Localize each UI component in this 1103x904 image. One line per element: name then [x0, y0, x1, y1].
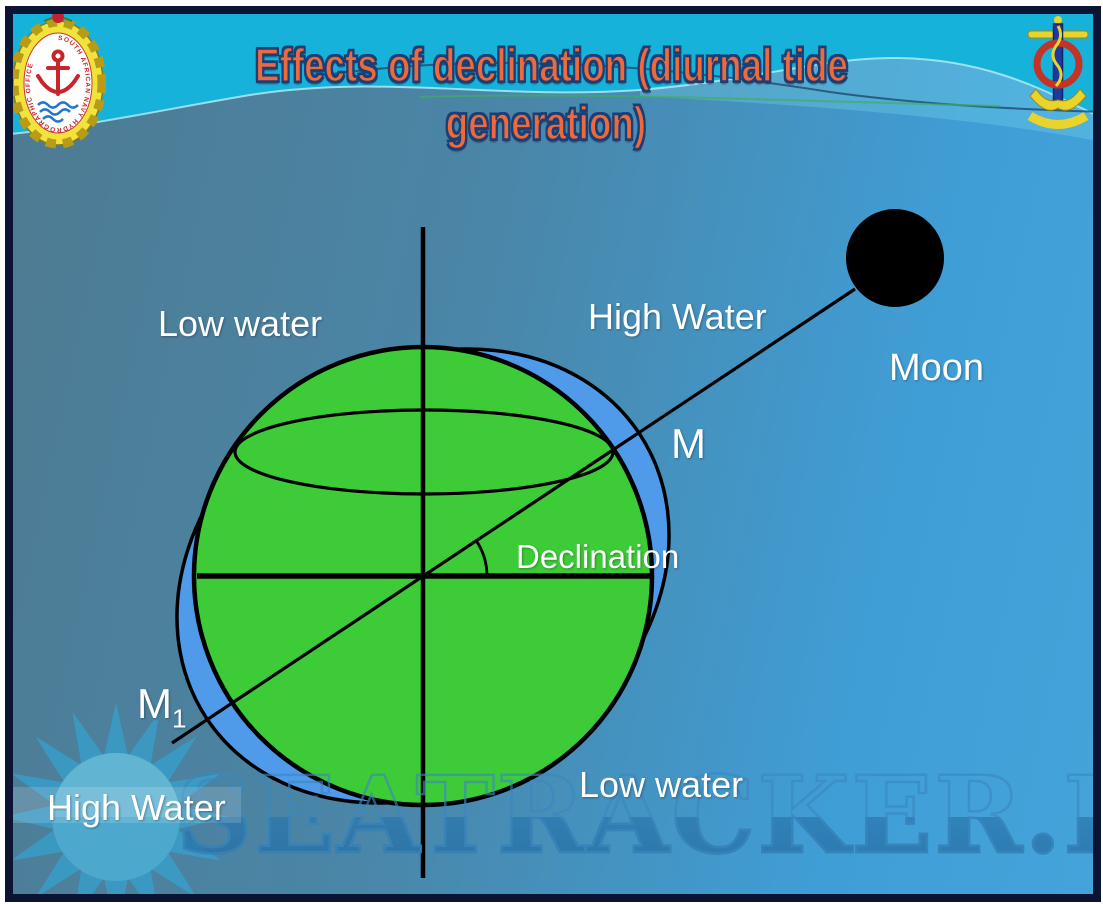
label-point-m1-subscript: 1	[172, 703, 187, 734]
header-dark-curve	[309, 61, 1093, 113]
label-point-m: M	[671, 420, 706, 467]
anchor-flukes	[1029, 88, 1087, 111]
protea-flower-icon	[43, 14, 73, 23]
sunburst-icon	[13, 703, 230, 894]
declination-angle-arc	[475, 540, 489, 577]
anchor-icon	[36, 49, 80, 96]
label-declination: Declination	[516, 538, 680, 575]
watermark-text: SEATRACKER.RU	[175, 751, 1093, 879]
label-moon: Moon	[889, 347, 985, 389]
header-band-shape	[13, 14, 1093, 134]
chain-ring	[13, 17, 106, 149]
label-high-water-bottom: High Water	[47, 787, 226, 828]
slide-title-line1: Effects of declination (diurnal tide	[254, 38, 848, 92]
moon-circle	[846, 209, 944, 307]
chain-overlay	[1051, 25, 1063, 88]
label-point-m1-base: M	[137, 680, 172, 727]
slide-stage: SOUTH AFRICAN NAVY HYDROGRAPHIC OFFICE	[13, 14, 1093, 894]
moon-direction-line	[171, 287, 856, 745]
header-edge-highlight-line	[13, 56, 1093, 135]
banner-scroll	[1027, 112, 1089, 129]
header-green-curve	[419, 94, 1001, 107]
label-low-water-top: Low water	[158, 303, 323, 344]
tide-declination-diagram	[171, 209, 944, 878]
label-backdrop-strip	[13, 787, 241, 823]
slide: SOUTH AFRICAN NAVY HYDROGRAPHIC OFFICE	[5, 6, 1101, 902]
label-point-m1: M1	[137, 680, 186, 734]
slide-title-line2: generation)	[445, 96, 647, 150]
header-band-highlight	[640, 57, 1093, 141]
navy-crest-icon	[1027, 16, 1089, 129]
slide-title: Effects of declination (diurnal tide gen…	[13, 36, 1093, 152]
label-low-water-bottom: Low water	[579, 764, 744, 805]
waves-icon	[37, 101, 79, 123]
navy-hydrographic-emblem-icon: SOUTH AFRICAN NAVY HYDROGRAPHIC OFFICE	[13, 14, 106, 149]
label-high-water-top: High Water	[588, 296, 767, 337]
header-wave-band	[13, 14, 1093, 141]
